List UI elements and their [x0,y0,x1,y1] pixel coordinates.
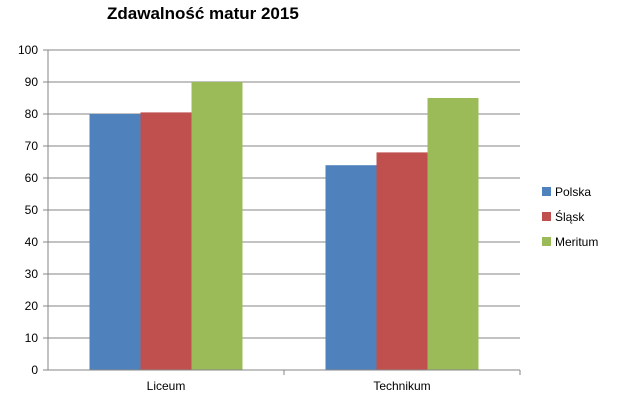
y-tick-label: 100 [18,43,38,57]
legend-label: Śląsk [555,209,585,224]
bar-polska-technikum [325,165,377,370]
y-tick-label: 20 [25,299,39,313]
legend-swatch-śląsk [542,212,551,221]
legend-swatch-meritum [542,237,551,246]
y-tick-label: 90 [25,75,39,89]
y-tick-label: 80 [25,107,39,121]
bar-śląsk-liceum [140,112,192,371]
y-tick-label: 10 [25,331,39,345]
y-axis-tick-labels: 0 10 20 30 40 50 60 70 80 90 100 [18,43,38,377]
y-tick-label: 0 [31,363,38,377]
bar-polska-liceum [89,114,141,370]
y-tick-label: 40 [25,235,39,249]
bar-meritum-liceum [191,82,243,370]
legend-label: Meritum [555,235,598,249]
chart-title: Zdawalność matur 2015 [107,4,299,23]
y-tick-label: 30 [25,267,39,281]
x-axis-tick-labels: Liceum Technikum [147,370,521,393]
legend-label: Polska [555,185,591,199]
x-tick-label: Technikum [373,379,430,393]
legend: Polska Śląsk Meritum [542,185,598,249]
bar-meritum-technikum [427,98,479,370]
y-tick-label: 60 [25,171,39,185]
y-tick-label: 50 [25,203,39,217]
legend-swatch-polska [542,187,551,196]
x-tick-label: Liceum [147,379,186,393]
y-tick-label: 70 [25,139,39,153]
bars [89,82,479,371]
bar-śląsk-technikum [376,152,428,370]
